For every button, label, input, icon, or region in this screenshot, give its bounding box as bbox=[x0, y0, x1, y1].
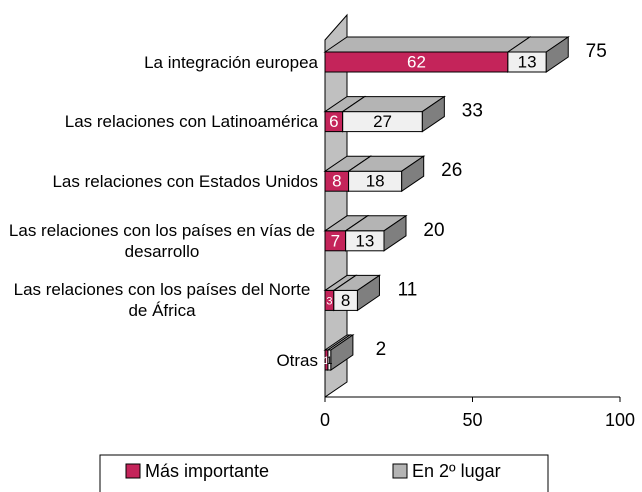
category-text: Las relaciones con los países en vías de… bbox=[8, 220, 316, 261]
total-label: 2 bbox=[376, 339, 387, 360]
value-label: 13 bbox=[518, 52, 537, 71]
total-label: 20 bbox=[423, 220, 444, 241]
x-tick-label: 100 bbox=[605, 410, 635, 430]
category-label: Las relaciones con los países en vías de… bbox=[0, 220, 318, 262]
value-label: 7 bbox=[331, 231, 340, 250]
category-label: Las relaciones con Estados Unidos bbox=[0, 171, 318, 192]
value-label: 8 bbox=[341, 291, 350, 310]
value-label: 8 bbox=[332, 172, 341, 191]
total-label: 33 bbox=[462, 101, 483, 122]
category-label: Las relaciones con Latinoamérica bbox=[0, 111, 318, 132]
bar-side bbox=[383, 214, 407, 252]
category-label: Otras bbox=[0, 350, 318, 371]
legend-label: Más importante bbox=[145, 461, 269, 481]
value-label: 6 bbox=[329, 112, 338, 131]
category-label: Las relaciones con los países del Norte … bbox=[0, 279, 318, 321]
legend-box bbox=[99, 454, 549, 492]
legend-label: En 2º lugar bbox=[412, 461, 501, 481]
bar-side bbox=[545, 36, 569, 73]
value-label: 1 bbox=[323, 355, 329, 367]
category-text: Las relaciones con Latinoamérica bbox=[64, 112, 318, 132]
value-label: 18 bbox=[366, 172, 385, 191]
legend-swatch bbox=[125, 463, 141, 479]
category-text: Las relaciones con los países del Norte … bbox=[13, 280, 311, 321]
category-text: Las relaciones con Estados Unidos bbox=[52, 171, 318, 191]
value-label: 3 bbox=[326, 295, 332, 307]
value-label: 62 bbox=[407, 52, 426, 71]
x-tick-label: 0 bbox=[320, 410, 330, 430]
value-label: 13 bbox=[355, 231, 374, 250]
total-label: 75 bbox=[586, 41, 607, 62]
legend-swatch bbox=[392, 463, 408, 479]
bar-side bbox=[330, 334, 354, 371]
value-label: 1 bbox=[326, 355, 332, 367]
bar-top bbox=[323, 36, 532, 53]
bar-side bbox=[401, 155, 425, 193]
value-label: 27 bbox=[373, 112, 392, 131]
category-label: La integración europea bbox=[0, 52, 318, 73]
total-label: 26 bbox=[441, 160, 462, 181]
bar-side bbox=[421, 95, 445, 133]
total-label: 11 bbox=[398, 279, 418, 300]
category-text: Otras bbox=[276, 350, 318, 370]
category-text: La integración europea bbox=[144, 52, 318, 72]
bar-side bbox=[356, 274, 380, 312]
x-tick-label: 50 bbox=[462, 410, 482, 430]
